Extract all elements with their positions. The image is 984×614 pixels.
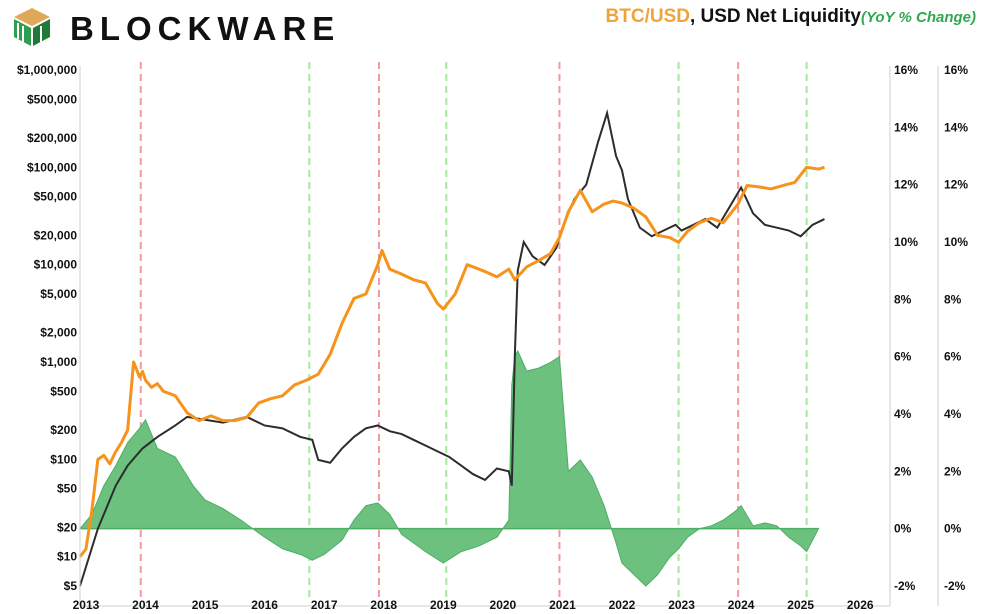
- x-tick-label: 2025: [787, 598, 814, 612]
- y-left-tick-label: $1,000: [40, 355, 77, 369]
- y-left-tick-label: $2,000: [40, 326, 77, 340]
- axes: [79, 66, 939, 607]
- y-left-tick-label: $1,000,000: [17, 63, 77, 77]
- x-tick-label: 2017: [311, 598, 338, 612]
- title-subtitle: (YoY % Change): [860, 9, 976, 26]
- x-tick-label: 2022: [609, 598, 636, 612]
- y-left-tick-label: $10,000: [34, 258, 78, 272]
- x-tick-label: 2016: [251, 598, 278, 612]
- y-left-tick-label: $20: [57, 520, 77, 534]
- y-left-tick-label: $100,000: [27, 160, 77, 174]
- y-right-tick-label: 14%: [894, 120, 918, 134]
- x-tick-label: 2024: [728, 598, 755, 612]
- y-left-tick-label: $50: [57, 482, 77, 496]
- x-tick-label: 2014: [132, 598, 159, 612]
- y-left-tick-label: $500,000: [27, 92, 77, 106]
- y-left-tick-label: $200,000: [27, 131, 77, 145]
- y-right-tick-label-2: 4%: [944, 407, 962, 421]
- chart-plot: $1,000,000 $500,000 $200,000 $100,000 $50,00…: [17, 62, 968, 612]
- y-left-tick-label: $200: [50, 423, 77, 437]
- brand-name: BLOCKWARE: [70, 10, 341, 47]
- x-tick-label: 2026: [847, 598, 874, 612]
- y-left-tick-label: $20,000: [34, 228, 78, 242]
- x-tick-label: 2019: [430, 598, 457, 612]
- title-btc: BTC/USD: [605, 6, 690, 27]
- y-left-tick-label: $10: [57, 550, 77, 564]
- y-right-tick-label: -2%: [894, 579, 916, 593]
- x-tick-label: 2021: [549, 598, 576, 612]
- x-tick-label: 2020: [490, 598, 517, 612]
- y-right-tick-label-2: 0%: [944, 522, 962, 536]
- blockware-logo: [14, 8, 50, 46]
- liquidity-yoy-area: [78, 349, 820, 587]
- y-right-tick-label-2: 12%: [944, 178, 968, 192]
- y-right-tick-label: 10%: [894, 235, 918, 249]
- chart-header: BLOCKWARE BTC/USD, USD Net Liquidity(YoY…: [0, 0, 984, 58]
- y-right-tick-label: 0%: [894, 522, 912, 536]
- y-right-tick-label-2: 6%: [944, 350, 962, 364]
- y-left-tick-label: $100: [50, 452, 77, 466]
- tick-labels: $1,000,000 $500,000 $200,000 $100,000 $50,00…: [17, 63, 968, 612]
- y-left-tick-label: $5,000: [40, 287, 77, 301]
- y-right-tick-label-2: 10%: [944, 235, 968, 249]
- btc-price-line: [78, 165, 825, 558]
- chart-title: BTC/USD, USD Net Liquidity(YoY % Change): [606, 6, 976, 28]
- x-tick-label: 2015: [192, 598, 219, 612]
- y-right-tick-label-2: -2%: [944, 579, 966, 593]
- y-right-tick-label: 16%: [894, 63, 918, 77]
- y-right-tick-label: 2%: [894, 464, 912, 478]
- y-left-tick-label: $500: [50, 384, 77, 398]
- x-tick-label: 2023: [668, 598, 695, 612]
- liquidity-area: [78, 349, 820, 587]
- y-right-tick-label-2: 8%: [944, 292, 962, 306]
- y-left-tick-label: $5: [64, 579, 78, 593]
- event-lines: [139, 62, 808, 600]
- series-lines: [78, 109, 825, 587]
- title-rest: , USD Net Liquidity: [689, 6, 861, 27]
- y-right-tick-label: 12%: [894, 178, 918, 192]
- y-right-tick-label: 6%: [894, 350, 912, 364]
- y-right-tick-label: 8%: [894, 292, 912, 306]
- y-right-tick-label-2: 16%: [944, 63, 968, 77]
- x-tick-label: 2013: [73, 598, 100, 612]
- y-left-tick-label: $50,000: [34, 190, 78, 204]
- y-right-tick-label: 4%: [894, 407, 912, 421]
- x-tick-label: 2018: [370, 598, 397, 612]
- y-right-tick-label-2: 2%: [944, 464, 962, 478]
- y-right-tick-label-2: 14%: [944, 120, 968, 134]
